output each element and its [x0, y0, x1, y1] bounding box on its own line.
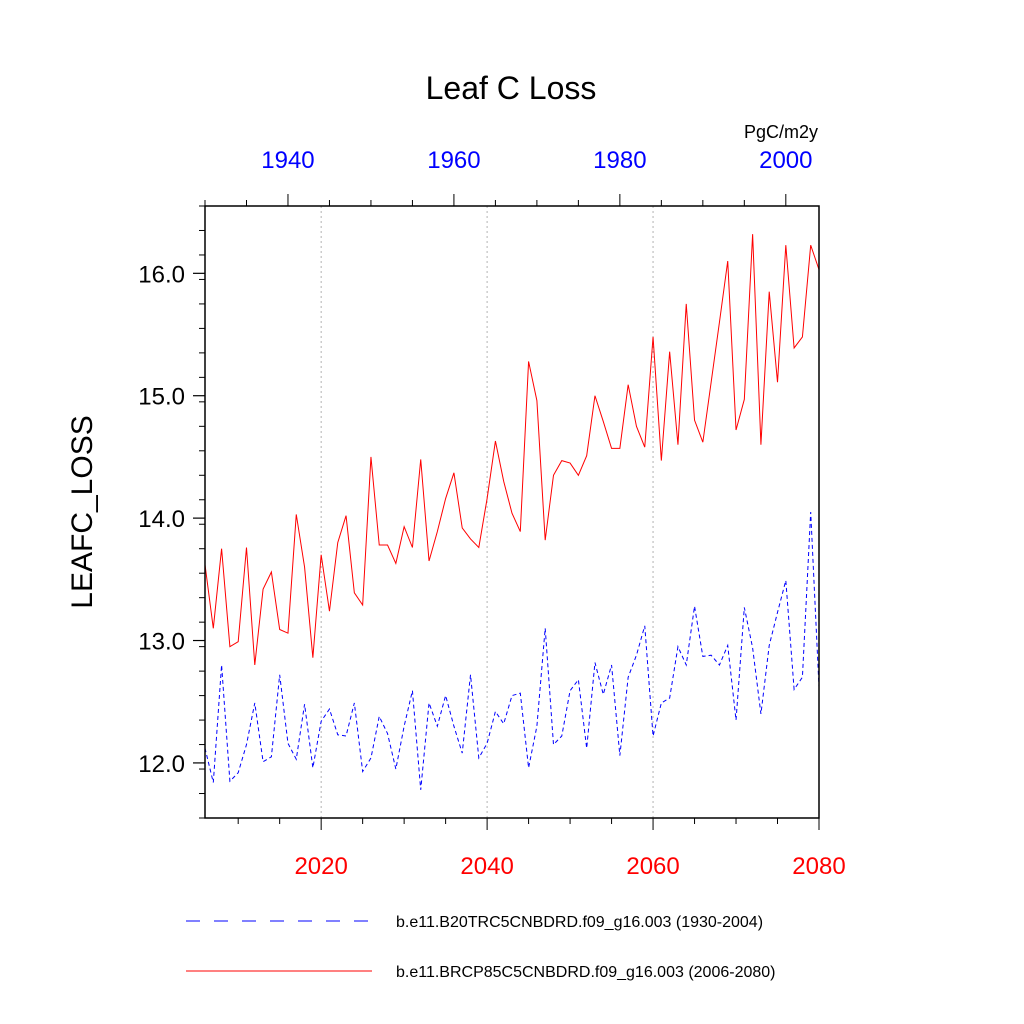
series-line-1 [204, 511, 820, 790]
y-tick-label: 13.0 [138, 629, 185, 656]
x-top-tick-label: 1980 [593, 147, 646, 174]
units-label: PgC/m2y [744, 122, 818, 142]
y-tick-label: 12.0 [138, 751, 185, 778]
x-bottom-tick-label: 2060 [626, 853, 679, 880]
plot-frame [204, 205, 820, 819]
legend: b.e11.B20TRC5CNBDRD.f09_g16.003 (1930-20… [186, 914, 775, 981]
series-lines [204, 234, 820, 790]
y-tick-label: 14.0 [138, 506, 185, 533]
legend-label-1: b.e11.B20TRC5CNBDRD.f09_g16.003 (1930-20… [396, 914, 763, 931]
x-bottom-tick-label: 2020 [294, 853, 347, 880]
chart-title: Leaf C Loss [426, 70, 597, 106]
grid-lines [320, 206, 654, 818]
series-line-2 [204, 234, 820, 666]
x-bottom-tick-label: 2080 [792, 853, 845, 880]
x-top-tick-label: 2000 [759, 147, 812, 174]
y-tick-label: 15.0 [138, 384, 185, 411]
legend-label-2: b.e11.BRCP85C5CNBDRD.f09_g16.003 (2006-2… [396, 964, 775, 981]
y-tick-label: 16.0 [138, 261, 185, 288]
axes: 12.0 13.0 14.0 15.0 16.0 2020 2040 2060 2080 1940… [138, 147, 845, 880]
x-bottom-tick-label: 2040 [460, 853, 513, 880]
x-top-tick-label: 1940 [261, 147, 314, 174]
y-axis-label: LEAFC_LOSS [66, 415, 99, 608]
x-top-tick-label: 1960 [427, 147, 480, 174]
